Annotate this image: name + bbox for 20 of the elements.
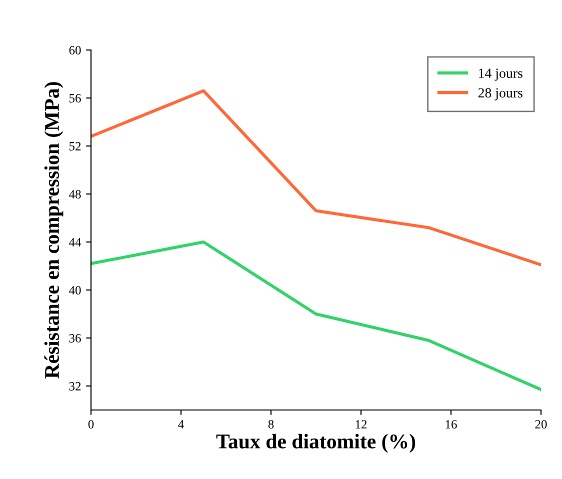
x-tick-label: 4 [178,420,184,428]
x-tick-label: 12 [356,420,367,428]
y-tick-label: 52 [70,142,81,150]
y-tick-label: 56 [70,94,81,102]
y-tick-label: 36 [69,334,81,342]
y-tick-label: 48 [69,190,81,198]
x-tick-label: 0 [88,420,94,429]
y-axis-title: Résistance en compression (MPa) [44,82,64,378]
line-series [91,240,541,392]
y-tick-label: 44 [69,238,82,246]
legend-label: 14 jours [479,68,522,81]
line-series [91,89,541,266]
y-tick-label: 60 [69,46,81,54]
y-tick-label: 32 [69,382,81,390]
x-axis-title: Taux de diatomite (%) [216,434,416,453]
legend-label: 28 jours [478,88,522,100]
x-tick-label: 16 [446,420,457,429]
x-tick-label: 8 [268,420,274,429]
y-tick-label: 40 [69,286,81,294]
x-tick-label: 20 [535,420,547,429]
